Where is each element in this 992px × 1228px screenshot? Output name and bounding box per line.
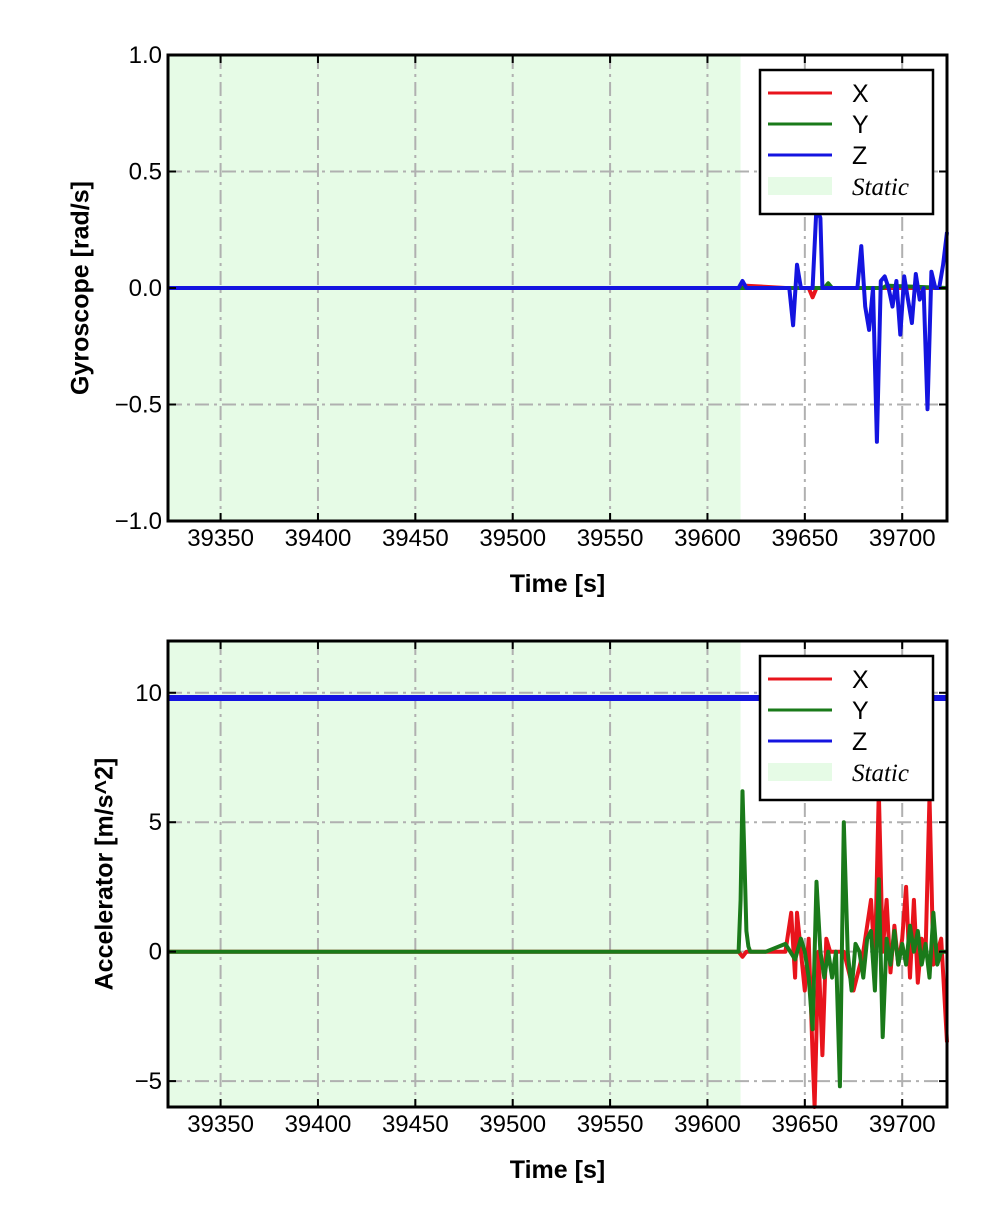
x-axis-title: Time [s] — [510, 570, 605, 598]
y-axis-title: Accelerator [m/s^2] — [91, 758, 119, 991]
x-tick-label: 39700 — [869, 525, 936, 552]
y-tick-label: −5 — [135, 1068, 162, 1095]
y-tick-label: 10 — [135, 680, 162, 707]
series-z-line — [168, 204, 949, 444]
accelerometer-panel: 39350 39400 39450 39500 39550 39600 39650 39700… — [91, 639, 949, 1184]
y-tick-labels: 1.0 0.5 0.0 −0.5 −1.0 — [115, 42, 162, 535]
legend: X Y Z Static — [758, 68, 935, 216]
legend-y-label: Y — [852, 697, 869, 725]
x-tick-label: 39600 — [674, 525, 741, 552]
legend: X Y Z Static — [758, 654, 935, 802]
gyroscope-panel: 39350 39400 39450 39500 39550 39600 39650 39700… — [67, 42, 949, 598]
x-tick-label: 39500 — [479, 525, 546, 552]
y-tick-label: −1.0 — [115, 508, 162, 535]
legend-y-label: Y — [852, 111, 869, 139]
plot-frame — [166, 53, 949, 523]
legend-static-swatch — [768, 763, 832, 781]
x-tick-label: 39650 — [771, 525, 838, 552]
x-tick-labels: 39350 39400 39450 39500 39550 39600 39650 39700 — [187, 1111, 935, 1138]
y-tick-label: −0.5 — [115, 392, 162, 419]
x-tick-label: 39550 — [577, 525, 644, 552]
series-group — [168, 204, 949, 444]
legend-z-label: Z — [852, 728, 867, 756]
legend-static-label: Static — [852, 174, 909, 201]
x-tick-label: 39350 — [187, 525, 254, 552]
x-tick-label: 39450 — [382, 1111, 449, 1138]
y-axis-title: Gyroscope [rad/s] — [67, 181, 95, 395]
x-tick-label: 39500 — [479, 1111, 546, 1138]
y-tick-label: 0.0 — [129, 275, 162, 302]
y-tick-labels: 10 5 0 −5 — [135, 680, 162, 1095]
y-tick-label: 0 — [149, 939, 162, 966]
y-tick-label: 1.0 — [129, 42, 162, 69]
y-tick-label: 5 — [149, 809, 162, 836]
legend-x-label: X — [852, 80, 869, 108]
x-tick-label: 39550 — [577, 1111, 644, 1138]
legend-static-swatch — [768, 177, 832, 195]
legend-z-label: Z — [852, 142, 867, 170]
x-tick-label: 39350 — [187, 1111, 254, 1138]
x-tick-label: 39600 — [674, 1111, 741, 1138]
x-tick-label: 39450 — [382, 525, 449, 552]
legend-static-label: Static — [852, 760, 909, 787]
static-region-shade — [168, 641, 741, 1107]
x-axis-title: Time [s] — [510, 1156, 605, 1184]
plot-frame — [166, 639, 949, 1109]
x-tick-label: 39400 — [285, 1111, 352, 1138]
x-tick-labels: 39350 39400 39450 39500 39550 39600 39650 39700 — [187, 525, 935, 552]
legend-x-label: X — [852, 666, 869, 694]
series-y-line — [168, 789, 947, 1089]
grid-lines — [168, 641, 947, 1107]
x-tick-label: 39650 — [771, 1111, 838, 1138]
y-tick-label: 0.5 — [129, 159, 162, 186]
x-tick-label: 39700 — [869, 1111, 936, 1138]
x-tick-label: 39400 — [285, 525, 352, 552]
